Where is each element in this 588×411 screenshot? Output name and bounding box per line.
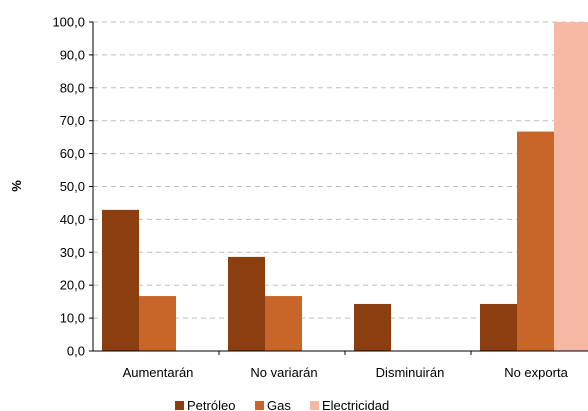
bar-petróleo — [102, 209, 139, 351]
x-category-label: No variarán — [250, 365, 317, 380]
y-tick-label: 40,0 — [60, 212, 85, 227]
y-tick-label: 70,0 — [60, 113, 85, 128]
bar-gas — [265, 296, 302, 351]
legend-label: Gas — [267, 398, 291, 411]
y-axis-ticks: 0,0 10,0 20,0 30,0 40,0 50,0 60,0 70,0 80,0 90,0 1… — [52, 15, 93, 359]
legend-swatch — [175, 401, 184, 410]
x-category-label: Disminuirán — [376, 365, 445, 380]
bars — [102, 22, 588, 351]
bar-petróleo — [480, 303, 517, 351]
axes — [92, 22, 588, 355]
y-tick-label: 60,0 — [60, 146, 85, 161]
y-tick-label: 0,0 — [67, 344, 85, 359]
bar-petróleo — [354, 303, 391, 351]
y-tick-label: 100,0 — [52, 15, 85, 30]
legend-swatch — [310, 401, 319, 410]
bar-petróleo — [228, 256, 265, 351]
legend-label: Petróleo — [187, 398, 235, 411]
x-axis-categories: Aumentarán No variarán Disminuirán No expor… — [123, 365, 569, 380]
y-tick-label: 50,0 — [60, 179, 85, 194]
x-category-label: No exporta — [504, 365, 568, 380]
bar-gas — [139, 296, 176, 351]
y-tick-label: 10,0 — [60, 311, 85, 326]
y-axis-label: % — [9, 180, 24, 192]
y-tick-label: 90,0 — [60, 47, 85, 62]
legend-swatch — [255, 401, 264, 410]
y-tick-label: 20,0 — [60, 278, 85, 293]
gridlines — [93, 21, 588, 319]
bar-gas — [517, 131, 554, 351]
x-category-label: Aumentarán — [123, 365, 194, 380]
bar-electricidad — [554, 22, 588, 351]
y-tick-label: 80,0 — [60, 80, 85, 95]
y-tick-label: 30,0 — [60, 245, 85, 260]
legend: Petróleo Gas Electricidad — [175, 398, 389, 411]
legend-label: Electricidad — [322, 398, 389, 411]
